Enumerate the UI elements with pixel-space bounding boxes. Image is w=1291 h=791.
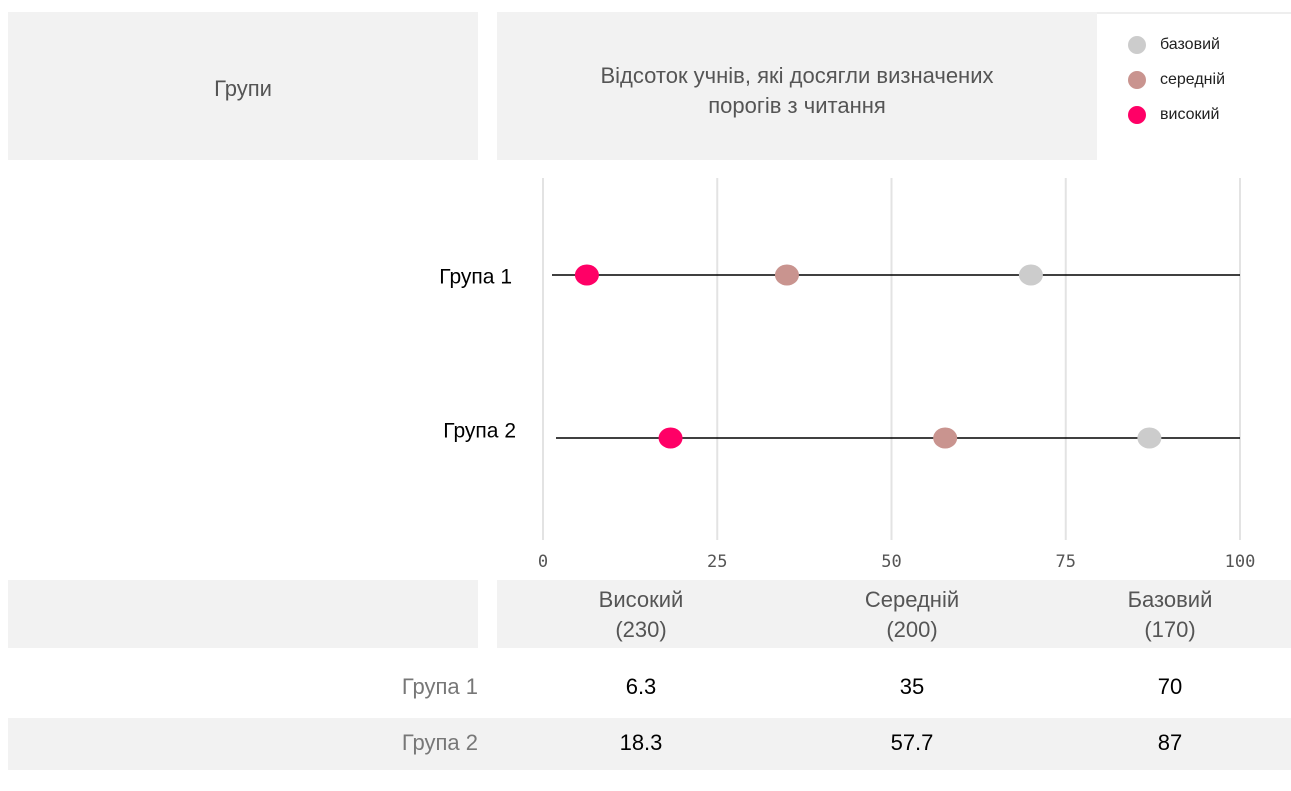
chart-title: Відсоток учнів, які досягли визначених по… — [600, 63, 993, 118]
column-header: Базовий — [1128, 587, 1213, 612]
column-note: (230) — [615, 617, 666, 642]
legend-swatch — [1128, 36, 1146, 54]
table-header-cell — [497, 580, 1291, 648]
legend-swatch — [1128, 71, 1146, 89]
table-cell: 18.3 — [620, 730, 663, 755]
dot — [1018, 264, 1043, 286]
dot — [774, 264, 799, 286]
table-cell: 35 — [900, 674, 924, 699]
dot — [574, 264, 599, 286]
title-cell — [497, 12, 1097, 160]
x-tick-label: 50 — [881, 552, 901, 572]
row-label: Група 1 — [402, 674, 478, 699]
column-header: Середній — [865, 587, 959, 612]
table-cell: 6.3 — [626, 674, 657, 699]
table-cell: 57.7 — [891, 730, 934, 755]
dot — [658, 427, 683, 449]
legend-swatch — [1128, 106, 1146, 124]
row-label: Група 2 — [402, 730, 478, 755]
x-tick-label: 75 — [1056, 552, 1076, 572]
x-tick-label: 100 — [1225, 552, 1256, 572]
legend-label: середній — [1160, 71, 1225, 88]
column-note: (200) — [886, 617, 937, 642]
dot — [1137, 427, 1162, 449]
column-note: (170) — [1144, 617, 1195, 642]
legend-label: базовий — [1160, 36, 1220, 53]
y-tick-label: Група 1 — [439, 266, 512, 289]
header: Групи — [214, 76, 272, 101]
table-header-cell — [8, 580, 478, 648]
header-cell — [8, 12, 478, 160]
y-tick-label: Група 2 — [443, 420, 516, 443]
table-cell: 87 — [1158, 730, 1182, 755]
column-header: Високий — [599, 587, 684, 612]
table-row-band — [8, 718, 1291, 770]
x-tick-label: 0 — [538, 552, 548, 572]
table-cell: 70 — [1158, 674, 1182, 699]
x-tick-label: 25 — [707, 552, 727, 572]
legend-label: високий — [1160, 106, 1219, 123]
dot — [933, 427, 958, 449]
